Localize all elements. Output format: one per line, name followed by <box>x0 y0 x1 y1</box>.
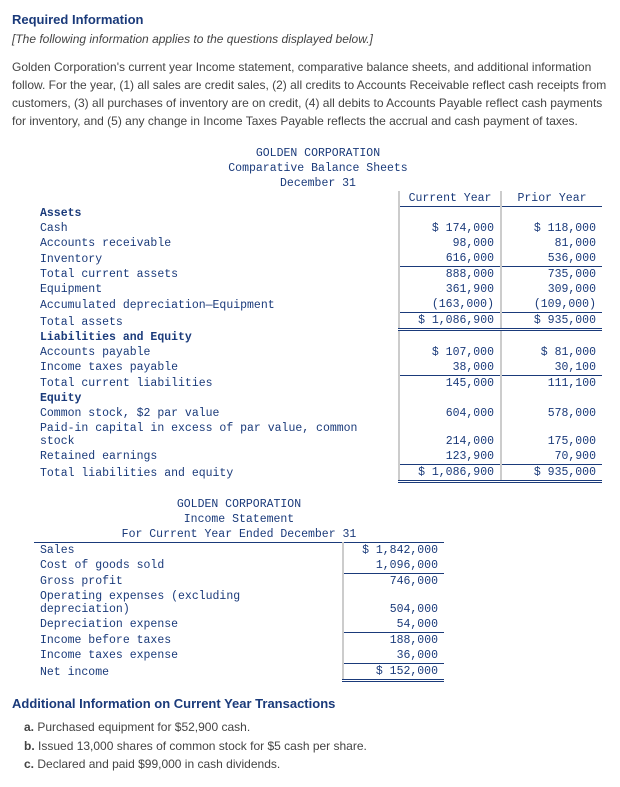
row-label: Gross profit <box>34 573 343 589</box>
row-py: $ 81,000 <box>501 345 602 360</box>
col-current-year: Current Year <box>399 191 501 207</box>
row-v: $ 1,842,000 <box>343 542 444 558</box>
row-label: Net income <box>34 663 343 680</box>
row-v: 1,096,000 <box>343 558 444 574</box>
bullet-label: b. <box>24 739 35 753</box>
row-py: $ 935,000 <box>501 464 602 481</box>
row-label: Cost of goods sold <box>34 558 343 574</box>
row-v: 54,000 <box>343 617 444 633</box>
section-assets: Assets <box>34 206 399 221</box>
row-v: 504,000 <box>343 589 444 617</box>
row-py: 309,000 <box>501 282 602 297</box>
bullet-label: a. <box>24 720 34 734</box>
row-label: Operating expenses (excluding depreciati… <box>34 589 343 617</box>
row-cy: 145,000 <box>399 375 501 391</box>
row-label: Income taxes expense <box>34 648 343 664</box>
row-cy: $ 1,086,900 <box>399 313 501 330</box>
row-label: Inventory <box>34 251 399 267</box>
list-item: a. Purchased equipment for $52,900 cash. <box>24 719 608 736</box>
row-label: Accounts payable <box>34 345 399 360</box>
row-py: 81,000 <box>501 236 602 251</box>
row-cy: 38,000 <box>399 360 501 376</box>
row-cy: 361,900 <box>399 282 501 297</box>
row-py: 111,100 <box>501 375 602 391</box>
row-py: 735,000 <box>501 267 602 283</box>
row-label: Depreciation expense <box>34 617 343 633</box>
row-label: Paid-in capital in excess of par value, … <box>34 421 399 449</box>
is-company: GOLDEN CORPORATION <box>34 497 444 512</box>
row-label: Sales <box>34 542 343 558</box>
list-item: c. Declared and paid $99,000 in cash div… <box>24 756 608 773</box>
row-cy: 616,000 <box>399 251 501 267</box>
additional-info-list: a. Purchased equipment for $52,900 cash.… <box>24 719 608 773</box>
row-py: 175,000 <box>501 421 602 449</box>
row-py: 70,900 <box>501 449 602 465</box>
intro-italic: [The following information applies to th… <box>12 31 608 48</box>
row-label: Common stock, $2 par value <box>34 406 399 421</box>
col-prior-year: Prior Year <box>501 191 602 207</box>
row-label: Accounts receivable <box>34 236 399 251</box>
row-cy: 604,000 <box>399 406 501 421</box>
row-cy: (163,000) <box>399 297 501 313</box>
row-cy: 98,000 <box>399 236 501 251</box>
bullet-text: Purchased equipment for $52,900 cash. <box>37 720 250 734</box>
required-heading: Required Information <box>12 12 608 27</box>
intro-paragraph: Golden Corporation's current year Income… <box>12 58 608 130</box>
row-py: 536,000 <box>501 251 602 267</box>
row-label: Equipment <box>34 282 399 297</box>
bs-date: December 31 <box>34 176 602 191</box>
row-label: Retained earnings <box>34 449 399 465</box>
section-equity: Equity <box>34 391 399 406</box>
bullet-text: Declared and paid $99,000 in cash divide… <box>37 757 280 771</box>
row-py: 578,000 <box>501 406 602 421</box>
row-cy: 888,000 <box>399 267 501 283</box>
row-label: Total current assets <box>34 267 399 283</box>
row-label: Income taxes payable <box>34 360 399 376</box>
bs-company: GOLDEN CORPORATION <box>34 146 602 161</box>
section-liab-equity: Liabilities and Equity <box>34 330 399 345</box>
is-title: Income Statement <box>34 512 444 527</box>
balance-sheet-table: GOLDEN CORPORATION Comparative Balance S… <box>34 146 602 483</box>
bullet-label: c. <box>24 757 34 771</box>
row-v: 746,000 <box>343 573 444 589</box>
row-cy: 123,900 <box>399 449 501 465</box>
row-label: Accumulated depreciation—Equipment <box>34 297 399 313</box>
row-v: $ 152,000 <box>343 663 444 680</box>
list-item: b. Issued 13,000 shares of common stock … <box>24 738 608 755</box>
row-v: 36,000 <box>343 648 444 664</box>
row-cy: 214,000 <box>399 421 501 449</box>
row-label: Income before taxes <box>34 632 343 648</box>
additional-info-heading: Additional Information on Current Year T… <box>12 696 608 711</box>
row-py: $ 118,000 <box>501 221 602 236</box>
row-label: Total liabilities and equity <box>34 464 399 481</box>
row-py: $ 935,000 <box>501 313 602 330</box>
row-cy: $ 1,086,900 <box>399 464 501 481</box>
row-label: Total current liabilities <box>34 375 399 391</box>
is-date: For Current Year Ended December 31 <box>34 527 444 543</box>
row-v: 188,000 <box>343 632 444 648</box>
row-label: Cash <box>34 221 399 236</box>
row-py: 30,100 <box>501 360 602 376</box>
bullet-text: Issued 13,000 shares of common stock for… <box>38 739 367 753</box>
bs-title: Comparative Balance Sheets <box>34 161 602 176</box>
row-cy: $ 174,000 <box>399 221 501 236</box>
income-statement-table: GOLDEN CORPORATION Income Statement For … <box>34 497 444 682</box>
row-py: (109,000) <box>501 297 602 313</box>
row-label: Total assets <box>34 313 399 330</box>
row-cy: $ 107,000 <box>399 345 501 360</box>
